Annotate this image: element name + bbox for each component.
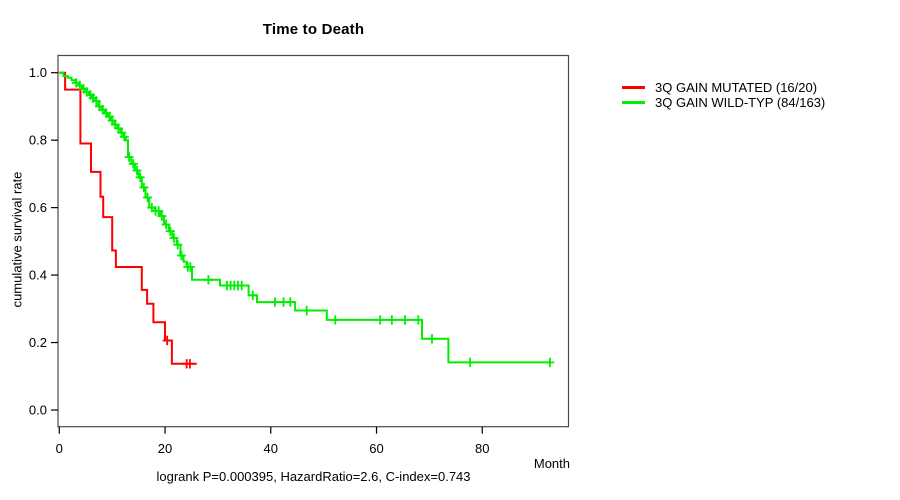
survival-curve	[59, 71, 550, 364]
y-tick-label: 1.0	[29, 65, 47, 80]
y-tick-label: 0.4	[29, 268, 47, 283]
x-tick-label: 0	[56, 441, 63, 456]
legend-line-green-icon	[622, 101, 645, 104]
x-tick-label: 20	[158, 441, 172, 456]
legend-line-red-icon	[622, 86, 645, 89]
y-tick-label: 0.8	[29, 133, 47, 148]
x-tick-label: 40	[264, 441, 278, 456]
legend: 3Q GAIN MUTATED (16/20) 3Q GAIN WILD-TYP…	[622, 80, 825, 110]
stats-annotation: logrank P=0.000395, HazardRatio=2.6, C-i…	[156, 469, 471, 484]
plot-box	[57, 54, 570, 428]
legend-item-mutated: 3Q GAIN MUTATED (16/20)	[622, 80, 825, 95]
legend-label-wildtype: 3Q GAIN WILD-TYP (84/163)	[655, 95, 826, 110]
y-tick-label: 0.2	[29, 335, 47, 350]
survival-curve	[59, 71, 197, 365]
legend-item-wildtype: 3Q GAIN WILD-TYP (84/163)	[622, 95, 825, 110]
legend-label-mutated: 3Q GAIN MUTATED (16/20)	[655, 80, 818, 95]
censor-marks	[162, 335, 195, 369]
y-tick-label: 0.0	[29, 403, 47, 418]
y-tick-label: 0.6	[29, 200, 47, 215]
x-axis-title: Month	[533, 456, 570, 471]
censor-marks	[71, 78, 555, 368]
x-tick-label: 80	[475, 441, 489, 456]
chart-title: Time to Death	[262, 21, 365, 38]
x-tick-label: 60	[369, 441, 383, 456]
